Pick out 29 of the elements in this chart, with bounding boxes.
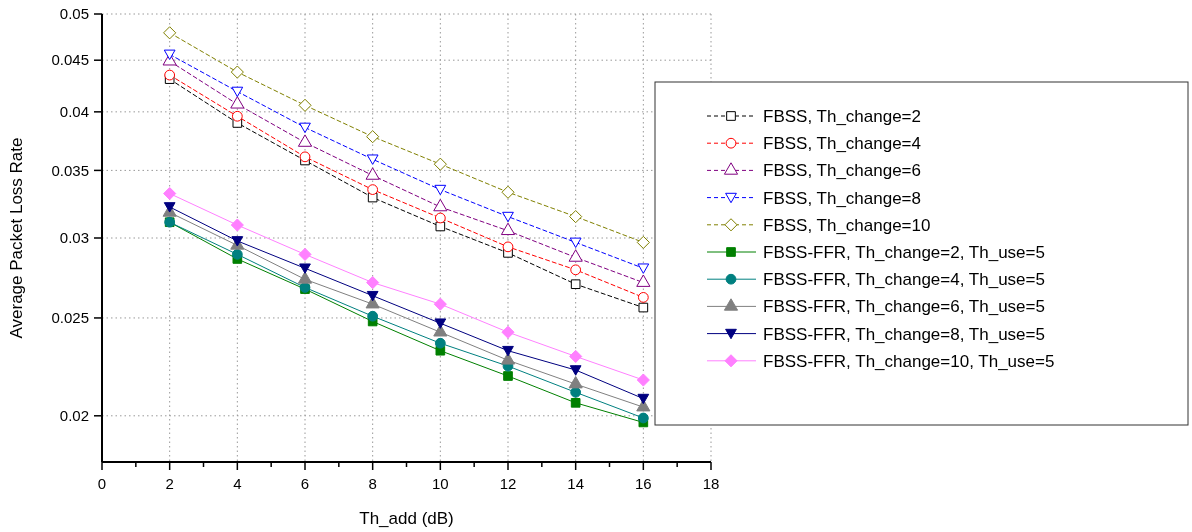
y-tick-label: 0.045 — [51, 51, 89, 69]
x-tick-label: 12 — [499, 475, 517, 492]
x-tick-label: 6 — [300, 475, 310, 492]
legend-label: FBSS, Th_change=6 — [763, 161, 921, 181]
y-tick-label: 0.035 — [51, 161, 89, 179]
y-tick-label: 0.05 — [59, 5, 89, 23]
legend-label: FBSS-FFR, Th_change=8, Th_use=5 — [763, 324, 1045, 344]
legend-label: FBSS, Th_change=8 — [763, 188, 921, 208]
legend-label: FBSS, Th_change=4 — [763, 134, 921, 154]
legend-label: FBSS-FFR, Th_change=6, Th_use=5 — [763, 297, 1045, 317]
legend-label: FBSS, Th_change=10 — [763, 215, 931, 235]
x-tick-label: 4 — [233, 475, 242, 492]
legend-label: FBSS-FFR, Th_change=10, Th_use=5 — [763, 351, 1055, 371]
legend-label: FBSS, Th_change=2 — [763, 106, 921, 126]
y-tick-label: 0.025 — [51, 309, 89, 327]
legend-label: FBSS-FFR, Th_change=2, Th_use=5 — [763, 242, 1045, 262]
x-tick-label: 16 — [634, 475, 652, 492]
y-tick-label: 0.02 — [59, 407, 89, 425]
legend-label: FBSS-FFR, Th_change=4, Th_use=5 — [763, 270, 1045, 290]
x-axis-title: Th_add (dB) — [359, 509, 454, 528]
y-tick-label: 0.04 — [59, 103, 89, 121]
x-tick-label: 18 — [702, 475, 720, 492]
y-tick-label: 0.03 — [59, 229, 89, 247]
x-tick-label: 0 — [97, 475, 107, 492]
x-tick-label: 2 — [165, 475, 174, 492]
x-tick-label: 10 — [431, 475, 449, 492]
x-tick-label: 8 — [368, 475, 377, 492]
y-axis-title: Average Packet Loss Rate — [7, 137, 26, 339]
x-tick-label: 14 — [567, 475, 585, 492]
